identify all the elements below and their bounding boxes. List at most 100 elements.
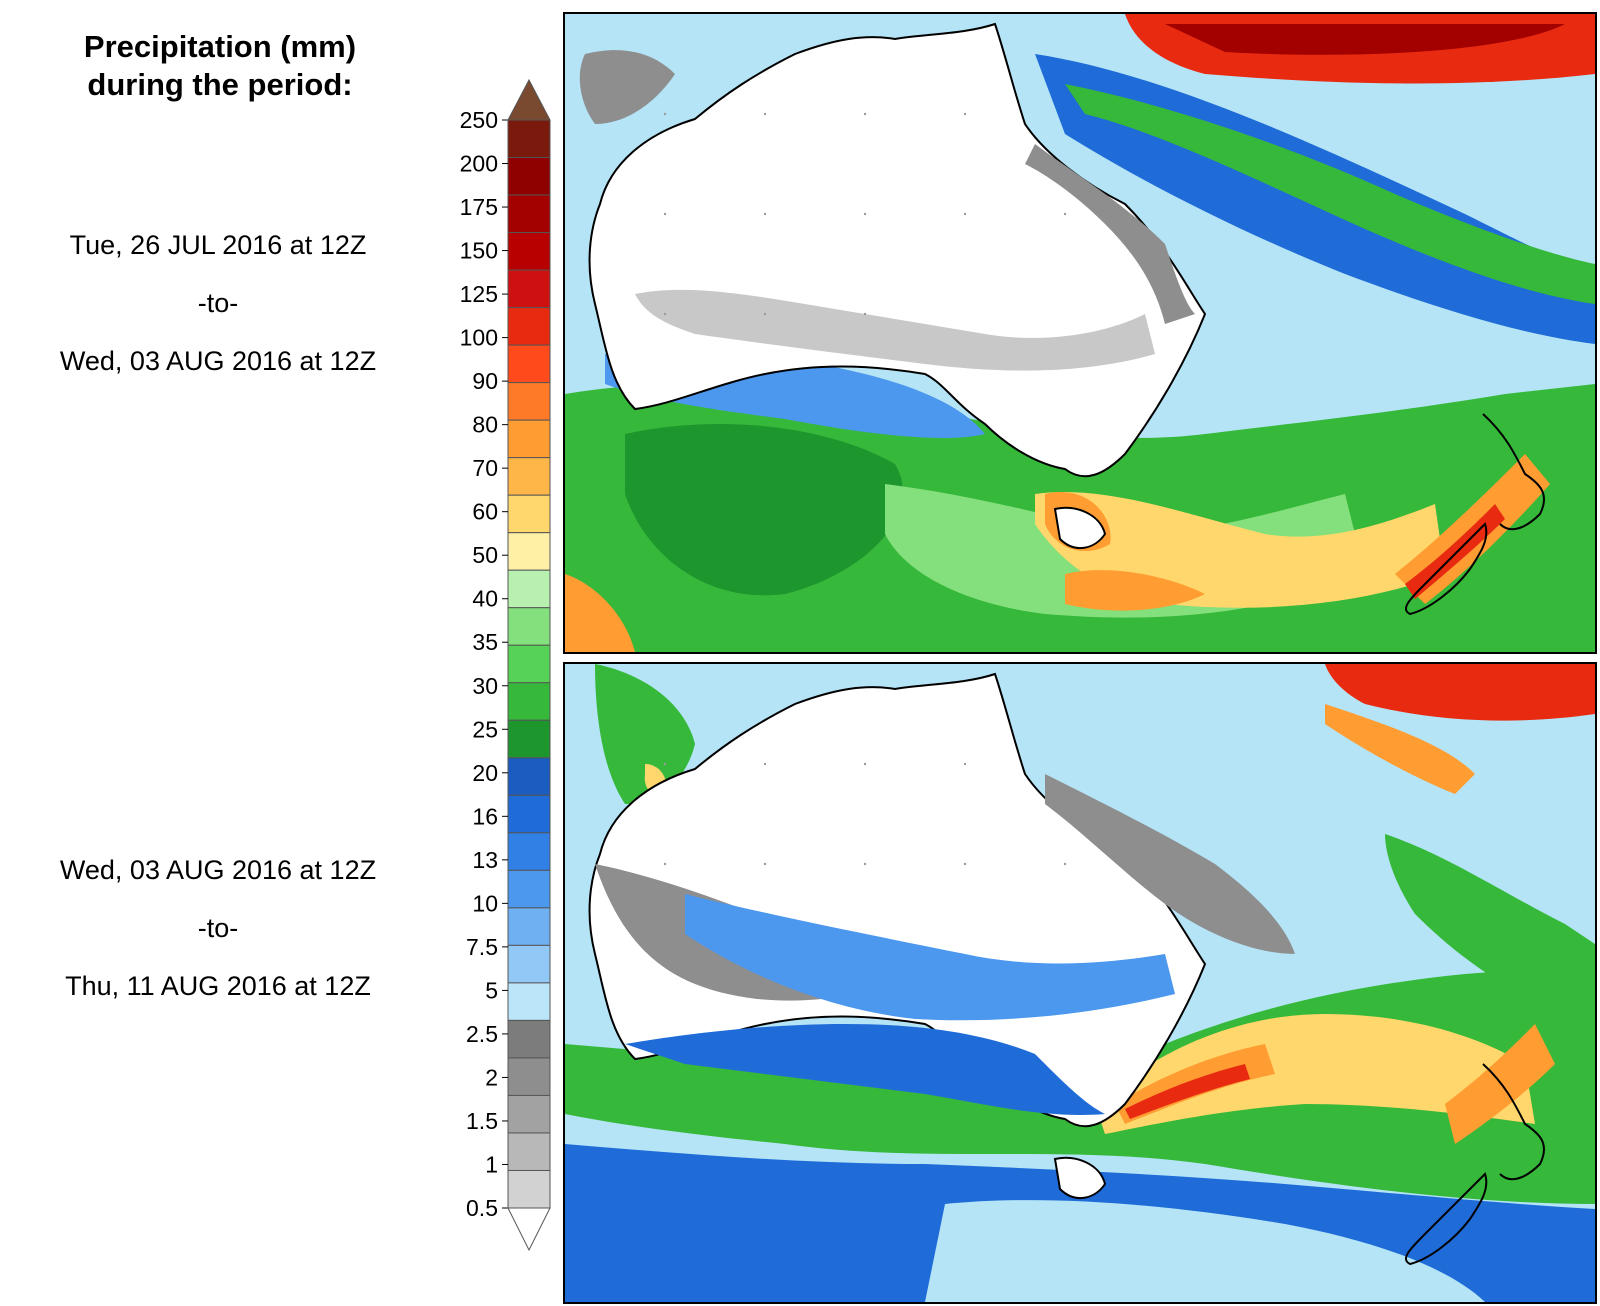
colorbar-step bbox=[507, 494, 551, 534]
australia-interior-gray bbox=[635, 289, 1155, 371]
colorbar-step bbox=[507, 944, 551, 984]
colorbar-tick-label: 5 bbox=[485, 977, 498, 1003]
colorbar-step bbox=[507, 794, 551, 834]
australia-north-gray bbox=[579, 50, 675, 124]
new-zealand-north bbox=[1482, 413, 1545, 531]
colorbar-tick-label: 100 bbox=[460, 325, 498, 351]
colorbar-tick-label: 16 bbox=[472, 803, 498, 829]
southern-ocean-rain-dark bbox=[625, 424, 903, 596]
north-rain-red bbox=[1325, 664, 1595, 721]
southern-ocean-lightblue bbox=[925, 1200, 1485, 1302]
colorbar-tick-label: 80 bbox=[472, 412, 498, 438]
colorbar-step bbox=[507, 982, 551, 1021]
colorbar-step bbox=[507, 644, 551, 684]
colorbar-step bbox=[507, 382, 551, 421]
legend-title: Precipitation (mm) during the period: bbox=[20, 28, 420, 104]
period-1-end: Wed, 03 AUG 2016 at 12Z bbox=[59, 346, 377, 376]
colorbar-tick-label: 13 bbox=[472, 847, 498, 873]
colorbar-tick-label: 35 bbox=[472, 629, 498, 655]
colorbar-tick-label: 70 bbox=[472, 455, 498, 481]
tropical-band-darkred bbox=[1165, 24, 1565, 55]
colorbar-tick-label: 10 bbox=[472, 890, 498, 916]
colorbar-step bbox=[507, 757, 551, 796]
colorbar-tick-label: 175 bbox=[460, 194, 498, 220]
colorbar-tick-label: 25 bbox=[472, 716, 498, 742]
colorbar-tick-label: 30 bbox=[472, 673, 498, 699]
australia-gray-east bbox=[1045, 774, 1295, 954]
colorbar-step bbox=[507, 344, 551, 384]
new-zealand-south bbox=[1405, 522, 1488, 616]
colorbar-tick-label: 1 bbox=[485, 1151, 498, 1177]
nz-rain-orange bbox=[1445, 1024, 1555, 1144]
colorbar-step bbox=[507, 269, 551, 309]
north-west-green bbox=[595, 664, 695, 804]
graticule-dots bbox=[663, 112, 1067, 316]
graticule-dots bbox=[663, 762, 1067, 866]
period-1-start: Tue, 26 JUL 2016 at 12Z bbox=[69, 230, 367, 260]
map-panel-top bbox=[563, 12, 1597, 654]
colorbar-tick-label: 50 bbox=[472, 542, 498, 568]
period-2-end: Thu, 11 AUG 2016 at 12Z bbox=[65, 971, 371, 1001]
australia-east-gray bbox=[1025, 144, 1195, 324]
colorbar-tick-label: 200 bbox=[460, 151, 498, 177]
colorbar-tick-label: 125 bbox=[460, 281, 498, 307]
tasman-rain-yellow bbox=[1095, 1014, 1535, 1134]
precip-map-bottom bbox=[565, 664, 1595, 1302]
period-1-separator: -to- bbox=[197, 288, 239, 318]
coral-sea-green bbox=[1385, 834, 1595, 1024]
colorbar-step bbox=[507, 419, 551, 459]
tasmania-land bbox=[1053, 506, 1107, 549]
colorbar-step bbox=[507, 457, 551, 496]
colorbar-step bbox=[507, 1132, 551, 1171]
colorbar-step bbox=[507, 832, 551, 871]
colorbar-tick-label: 250 bbox=[460, 107, 498, 133]
north-rain-orange bbox=[1325, 704, 1475, 794]
colorbar-tick-label: 1.5 bbox=[466, 1108, 498, 1134]
colorbar-tick-label: 20 bbox=[472, 760, 498, 786]
colorbar-step bbox=[507, 1019, 551, 1059]
colorbar-step bbox=[507, 719, 551, 759]
legend-title-line1: Precipitation (mm) bbox=[83, 29, 357, 64]
colorbar-step bbox=[507, 307, 551, 346]
colorbar-steps bbox=[507, 119, 551, 1209]
colorbar-tick-label: 0.5 bbox=[466, 1195, 498, 1221]
colorbar-tick-label: 7.5 bbox=[466, 934, 498, 960]
australia-blue-interior bbox=[685, 894, 1175, 1021]
colorbar-tick-label: 2 bbox=[485, 1064, 498, 1090]
precip-map-top bbox=[565, 14, 1595, 652]
tropical-band-green bbox=[1065, 84, 1595, 304]
colorbar-tick-label: 2.5 bbox=[466, 1021, 498, 1047]
colorbar-step bbox=[507, 119, 551, 159]
southwest-corner-rain bbox=[565, 574, 635, 652]
colorbar-step bbox=[507, 607, 551, 646]
colorbar-step bbox=[507, 1169, 551, 1209]
period-label-1: Tue, 26 JUL 2016 at 12Z -to- Wed, 03 AUG… bbox=[18, 230, 418, 376]
colorbar-step bbox=[507, 1094, 551, 1134]
colorbar-step bbox=[507, 907, 551, 946]
colorbar-ticks: 2502001751501251009080706050403530252016… bbox=[460, 107, 508, 1221]
tasmania-land bbox=[1053, 1156, 1107, 1199]
new-zealand-south bbox=[1405, 1172, 1488, 1266]
new-zealand-north bbox=[1482, 1063, 1545, 1181]
colorbar: 2502001751501251009080706050403530252016… bbox=[460, 78, 551, 1252]
colorbar-step bbox=[507, 532, 551, 571]
colorbar-step bbox=[507, 232, 551, 271]
colorbar-step bbox=[507, 869, 551, 909]
map-panel-bottom bbox=[563, 662, 1597, 1304]
rain-band-orange bbox=[1065, 570, 1205, 611]
colorbar-over-triangle bbox=[507, 78, 551, 121]
colorbar-step bbox=[507, 194, 551, 234]
colorbar-tick-label: 150 bbox=[460, 238, 498, 264]
colorbar-tick-label: 60 bbox=[472, 499, 498, 525]
colorbar-step bbox=[507, 569, 551, 609]
colorbar-step bbox=[507, 1057, 551, 1096]
period-2-separator: -to- bbox=[197, 913, 239, 943]
colorbar-tick-label: 40 bbox=[472, 586, 498, 612]
tasman-rain-red bbox=[1125, 1064, 1250, 1119]
colorbar-step bbox=[507, 682, 551, 721]
colorbar-under-triangle bbox=[507, 1207, 551, 1252]
colorbar-tick-label: 90 bbox=[472, 368, 498, 394]
period-label-2: Wed, 03 AUG 2016 at 12Z -to- Thu, 11 AUG… bbox=[18, 855, 418, 1001]
period-2-start: Wed, 03 AUG 2016 at 12Z bbox=[59, 855, 377, 885]
legend-title-line2: during the period: bbox=[87, 67, 353, 102]
